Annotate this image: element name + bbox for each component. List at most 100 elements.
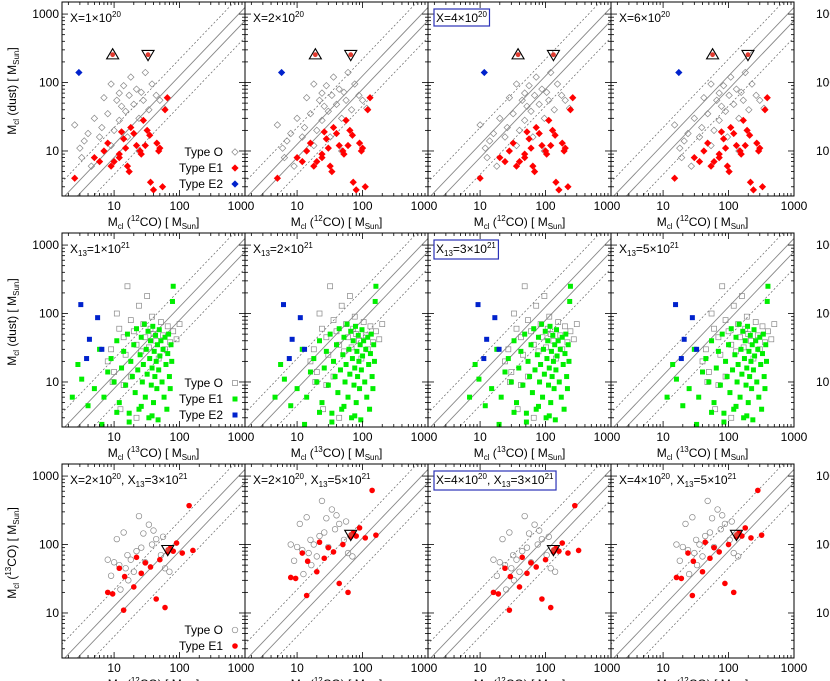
legend-row-1: Type O Type E1 Type E2 (179, 376, 238, 422)
x-tick-label: 10 (290, 661, 304, 675)
data-point (147, 356, 153, 362)
data-point (538, 141, 546, 150)
data-point (719, 512, 726, 519)
triangle-marker (308, 47, 323, 60)
data-point (685, 550, 691, 556)
data-point (721, 419, 727, 425)
data-point (281, 302, 287, 308)
data-point (690, 153, 698, 162)
data-point (741, 68, 749, 77)
data-point (308, 561, 315, 569)
highlight-box (433, 8, 491, 27)
factor-two-line-lower (275, 267, 428, 427)
data-point (723, 133, 732, 141)
one-to-one-line-lower (442, 251, 611, 427)
series-type-o (670, 68, 768, 170)
data-point (117, 586, 124, 593)
data-point (149, 186, 158, 194)
data-point (523, 102, 531, 110)
data-point (547, 141, 555, 150)
data-point (98, 123, 106, 132)
data-point (104, 556, 111, 563)
data-point (127, 73, 135, 81)
data-point (169, 358, 175, 364)
data-point (536, 527, 543, 534)
data-point (113, 96, 121, 104)
data-point (550, 332, 556, 338)
data-point (530, 91, 539, 100)
y-tick-label-right: 100 (816, 307, 830, 321)
factor-two-line-upper (245, 464, 418, 645)
data-point (727, 390, 733, 396)
data-point (544, 356, 550, 362)
data-point (344, 68, 352, 77)
data-point (148, 80, 156, 88)
data-point (759, 323, 766, 330)
data-point (356, 358, 362, 364)
data-point (328, 506, 336, 513)
data-point (529, 162, 537, 170)
data-point (675, 68, 683, 77)
data-point (119, 81, 128, 90)
data-point (136, 406, 142, 412)
data-point (703, 356, 709, 362)
data-point (125, 577, 132, 584)
data-point (351, 80, 359, 88)
data-point (363, 346, 369, 352)
series-type-o (699, 283, 778, 421)
triangle-marker (343, 49, 358, 62)
data-point (557, 346, 563, 352)
data-point (158, 338, 164, 344)
data-point (120, 607, 127, 613)
data-point (143, 126, 151, 134)
data-point (331, 526, 339, 533)
data-point (717, 526, 724, 533)
data-point (120, 135, 128, 143)
data-point (293, 153, 301, 162)
data-point (298, 157, 306, 166)
data-point (157, 556, 163, 563)
data-point (743, 313, 750, 320)
data-point (520, 116, 529, 125)
y-tick-label-right: 1000 (816, 238, 830, 252)
data-point (523, 419, 529, 425)
data-point (340, 536, 348, 543)
data-point (695, 157, 704, 166)
data-point (304, 394, 310, 400)
data-point (467, 394, 473, 400)
data-point (147, 564, 154, 570)
data-point (689, 315, 695, 321)
highlight-box (433, 239, 500, 260)
data-point (714, 506, 721, 513)
data-point (572, 502, 578, 509)
triangle-marker-dot (515, 52, 521, 58)
data-point (715, 348, 721, 354)
data-point (137, 150, 145, 158)
y-tick-label: 100 (39, 76, 59, 90)
series-type-o (287, 497, 356, 578)
data-point (310, 346, 317, 353)
data-point (760, 331, 766, 337)
data-point (123, 382, 129, 388)
data-point (355, 91, 363, 100)
data-point (691, 549, 698, 557)
one-to-one-line-lower (76, 20, 245, 196)
data-point (725, 541, 732, 548)
data-point (131, 342, 137, 348)
panel-r1-c2: 10 100 1000 Mcl (13CO) [ MSun] X13=3×1021 (427, 232, 621, 462)
data-point (333, 512, 340, 519)
data-point (542, 328, 548, 334)
data-point (162, 334, 168, 340)
x-axis-label: Mcl (12CO) [ MSun] (291, 214, 383, 231)
data-point (367, 406, 373, 412)
data-point (485, 137, 494, 145)
data-point (528, 560, 534, 566)
data-point (84, 129, 92, 138)
data-point (150, 527, 157, 534)
data-point (515, 157, 524, 166)
data-point (719, 331, 725, 337)
triangle-marker-dot (551, 547, 556, 553)
data-point (362, 379, 368, 385)
data-point (730, 549, 737, 557)
data-point (496, 346, 502, 352)
